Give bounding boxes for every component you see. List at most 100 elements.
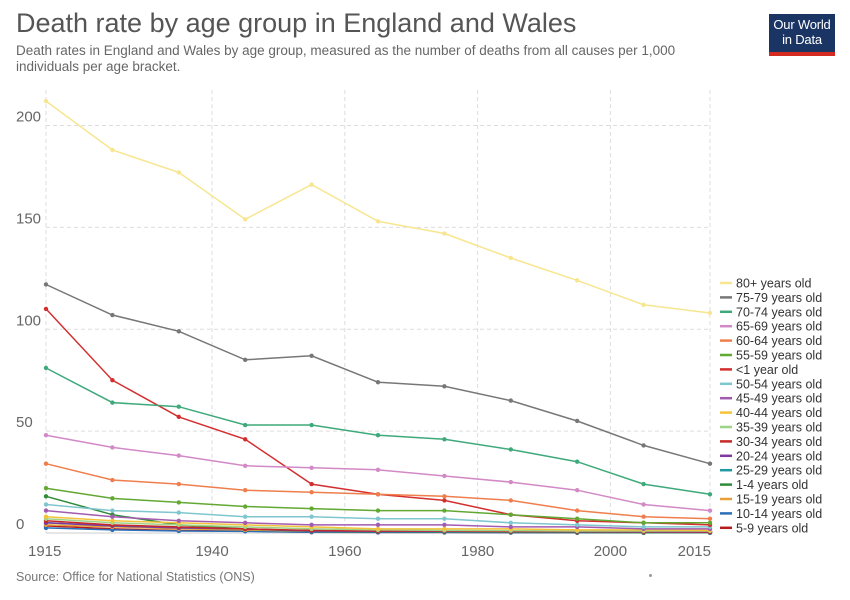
data-point[interactable] [43, 525, 49, 531]
data-point[interactable] [176, 518, 181, 523]
data-point[interactable] [43, 514, 49, 519]
data-point[interactable] [110, 508, 115, 513]
legend-item[interactable]: 50-54 years old [720, 377, 822, 391]
data-point[interactable] [442, 498, 447, 503]
data-point[interactable] [110, 477, 115, 483]
data-point[interactable] [508, 512, 513, 517]
data-point[interactable] [110, 312, 115, 318]
data-point[interactable] [243, 217, 248, 222]
data-point[interactable] [707, 492, 713, 497]
data-point[interactable] [375, 526, 381, 532]
data-point[interactable] [575, 527, 580, 533]
legend-item[interactable]: 60-64 years old [720, 334, 822, 348]
legend-item[interactable]: 1-4 years old [720, 478, 808, 492]
data-point[interactable] [641, 443, 646, 448]
data-point[interactable] [641, 502, 646, 507]
data-point[interactable] [442, 494, 447, 499]
data-point[interactable] [442, 384, 447, 389]
data-point[interactable] [641, 524, 646, 530]
data-point[interactable] [176, 329, 181, 334]
legend-item[interactable]: 80+ years old [720, 277, 811, 291]
data-point[interactable] [43, 282, 49, 287]
data-point[interactable] [43, 508, 49, 513]
data-point[interactable] [575, 278, 580, 283]
legend-item[interactable]: 40-44 years old [720, 406, 822, 420]
data-point[interactable] [110, 147, 115, 153]
data-point[interactable] [508, 479, 513, 485]
data-point[interactable] [508, 447, 513, 452]
data-point[interactable] [43, 502, 49, 507]
series-5[interactable] [43, 485, 713, 526]
data-point[interactable] [243, 357, 248, 363]
data-point[interactable] [375, 516, 381, 521]
data-point[interactable] [309, 490, 314, 495]
data-point[interactable] [375, 522, 381, 528]
data-point[interactable] [43, 433, 49, 438]
data-point[interactable] [176, 510, 181, 515]
data-point[interactable] [309, 353, 314, 358]
series-3[interactable] [43, 433, 713, 513]
data-point[interactable] [575, 418, 580, 424]
data-point[interactable] [309, 506, 314, 511]
data-point[interactable] [575, 459, 580, 464]
data-point[interactable] [508, 255, 513, 261]
data-point[interactable] [375, 219, 381, 224]
data-point[interactable] [43, 485, 49, 491]
data-point[interactable] [375, 492, 381, 497]
data-point[interactable] [110, 514, 115, 519]
data-point[interactable] [575, 488, 580, 493]
data-point[interactable] [110, 527, 115, 533]
data-point[interactable] [43, 494, 49, 499]
legend-item[interactable]: 55-59 years old [720, 349, 822, 363]
legend-item[interactable]: 20-24 years old [720, 449, 822, 463]
data-point[interactable] [176, 500, 181, 505]
series-2[interactable] [43, 365, 713, 497]
data-point[interactable] [707, 461, 713, 466]
data-point[interactable] [375, 508, 381, 513]
legend-item[interactable]: 25-29 years old [720, 464, 822, 478]
legend-item[interactable]: <1 year old [720, 363, 798, 377]
data-point[interactable] [110, 518, 115, 523]
data-point[interactable] [309, 481, 314, 487]
series-1[interactable] [43, 282, 713, 466]
data-point[interactable] [442, 437, 447, 442]
series-4[interactable] [43, 461, 713, 521]
series-9[interactable] [43, 514, 713, 533]
data-point[interactable] [442, 526, 447, 532]
data-point[interactable] [176, 453, 181, 458]
data-point[interactable] [110, 445, 115, 450]
data-point[interactable] [707, 520, 713, 526]
data-point[interactable] [309, 514, 314, 519]
data-point[interactable] [43, 461, 49, 466]
legend-item[interactable]: 5-9 years old [720, 521, 808, 535]
data-point[interactable] [707, 508, 713, 513]
data-point[interactable] [43, 98, 49, 104]
legend-item[interactable]: 15-19 years old [720, 493, 822, 507]
data-point[interactable] [575, 516, 580, 521]
data-point[interactable] [43, 306, 49, 312]
data-point[interactable] [110, 496, 115, 501]
legend-item[interactable]: 65-69 years old [720, 320, 822, 334]
data-point[interactable] [508, 498, 513, 503]
data-point[interactable] [442, 473, 447, 479]
data-point[interactable] [309, 422, 314, 428]
data-point[interactable] [243, 437, 248, 442]
data-point[interactable] [309, 182, 314, 187]
legend-item[interactable]: 10-14 years old [720, 507, 822, 521]
data-point[interactable] [641, 302, 646, 308]
data-point[interactable] [442, 231, 447, 236]
legend-item[interactable]: 45-49 years old [720, 392, 822, 406]
data-point[interactable] [641, 520, 646, 526]
data-point[interactable] [176, 481, 181, 487]
legend-item[interactable]: 70-74 years old [720, 305, 822, 319]
data-point[interactable] [43, 365, 49, 371]
data-point[interactable] [641, 514, 646, 519]
data-point[interactable] [375, 433, 381, 438]
owid-logo[interactable]: Our World in Data [769, 14, 835, 56]
data-point[interactable] [110, 378, 115, 383]
legend-item[interactable]: 30-34 years old [720, 435, 822, 449]
data-point[interactable] [442, 522, 447, 528]
data-point[interactable] [375, 380, 381, 385]
data-point[interactable] [641, 481, 646, 487]
data-point[interactable] [176, 404, 181, 409]
